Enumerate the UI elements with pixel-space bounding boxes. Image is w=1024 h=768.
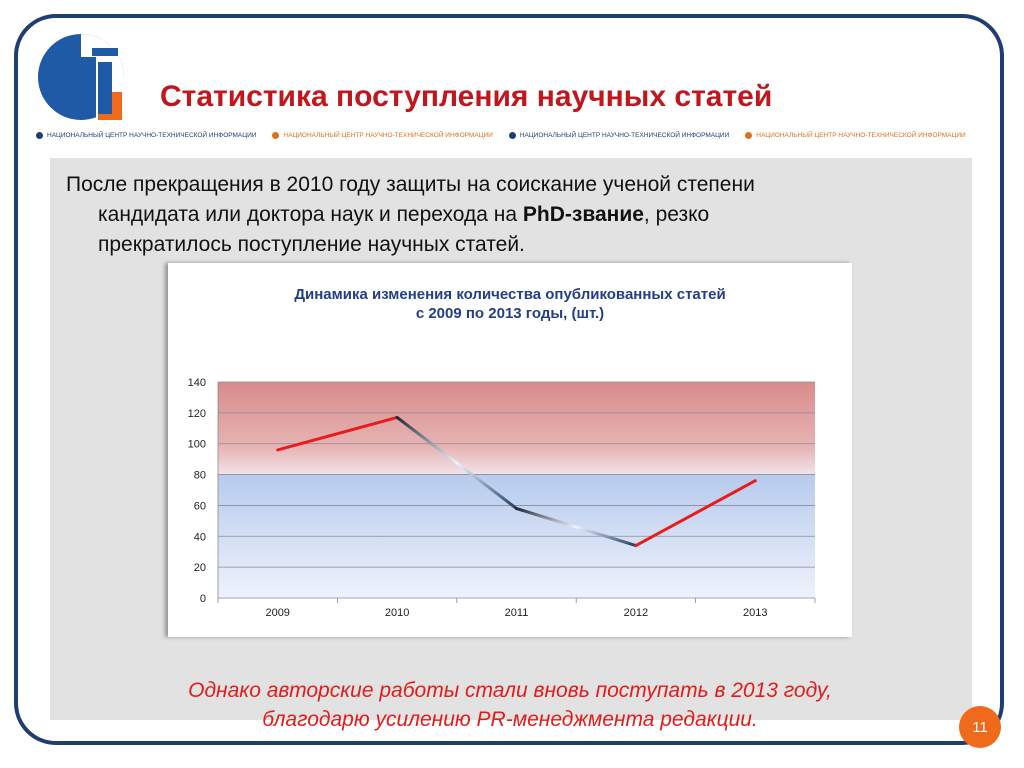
data-point <box>515 507 518 510</box>
phd-emphasis: PhD-звание <box>522 203 644 226</box>
org-strip-text: НАЦИОНАЛЬНЫЙ ЦЕНТР НАУЧНО-ТЕХНИЧЕСКОЙ ИН… <box>283 131 493 139</box>
line-segment <box>515 507 638 548</box>
org-strip-text: НАЦИОНАЛЬНЫЙ ЦЕНТР НАУЧНО-ТЕХНИЧЕСКОЙ ИН… <box>47 131 257 139</box>
y-tick-label: 60 <box>194 500 206 512</box>
org-dot-icon <box>272 131 280 139</box>
y-tick-label: 40 <box>194 531 206 543</box>
intro-line-1: После прекращения в 2010 году защиты на … <box>66 173 755 196</box>
chart-title-line-1: Динамика изменения количества опубликова… <box>294 286 726 303</box>
intro-text: , резко <box>643 203 710 226</box>
x-tick-label: 2012 <box>624 607 648 619</box>
y-tick-label: 100 <box>188 439 206 451</box>
org-strip-item: НАЦИОНАЛЬНЫЙ ЦЕНТР НАУЧНО-ТЕХНИЧЕСКОЙ ИН… <box>36 128 256 142</box>
intro-line-3: прекратилось поступление научных статей. <box>98 233 525 256</box>
data-point <box>396 416 399 419</box>
x-tick-label: 2013 <box>743 607 767 619</box>
x-tick-label: 2009 <box>265 607 289 619</box>
data-point <box>276 448 279 451</box>
plot-band-upper <box>218 382 815 475</box>
line-segment <box>395 415 518 511</box>
y-tick-label: 140 <box>188 377 206 389</box>
y-tick-label: 20 <box>194 562 206 574</box>
line-chart: 0 20 40 60 80 100 120 140 2009 2010 2011 2012 2013 <box>188 377 816 619</box>
line-segment <box>276 415 399 452</box>
page-title: Статистика поступления научных статей <box>160 80 773 113</box>
chart-title: Динамика изменения количества опубликова… <box>168 285 852 323</box>
conclusion-line-1: Однако авторские работы стали вновь пост… <box>188 679 832 702</box>
data-point <box>634 544 637 547</box>
org-strip-item: НАЦИОНАЛЬНЫЙ ЦЕНТР НАУЧНО-ТЕХНИЧЕСКОЙ ИН… <box>745 128 966 142</box>
line-segment <box>634 479 757 548</box>
intro-text: кандидата или доктора наук и перехода на <box>98 203 518 226</box>
chart-title-line-2: с 2009 по 2013 годы, (шт.) <box>415 305 605 322</box>
x-tick-label: 2011 <box>505 607 529 619</box>
org-strip-text: НАЦИОНАЛЬНЫЙ ЦЕНТР НАУЧНО-ТЕХНИЧЕСКОЙ ИН… <box>756 131 966 139</box>
intro-paragraph: После прекращения в 2010 году защиты на … <box>66 170 962 260</box>
logo-icon <box>38 34 124 120</box>
x-tick-label: 2010 <box>385 607 409 619</box>
org-strip-text: НАЦИОНАЛЬНЫЙ ЦЕНТР НАУЧНО-ТЕХНИЧЕСКОЙ ИН… <box>519 131 730 139</box>
conclusion-line-2: благодарю усилению PR-менеджмента редакц… <box>262 708 758 731</box>
y-tick-label: 120 <box>188 408 206 420</box>
org-dot-icon <box>36 131 43 139</box>
intro-line-2: кандидата или доктора наук и перехода на… <box>66 200 962 230</box>
org-dot-icon <box>745 131 753 139</box>
org-dot-icon <box>508 131 516 139</box>
conclusion-text: Однако авторские работы стали вновь пост… <box>60 676 960 734</box>
page-number-badge: 11 <box>959 706 1001 748</box>
org-strip-item: НАЦИОНАЛЬНЫЙ ЦЕНТР НАУЧНО-ТЕХНИЧЕСКОЙ ИН… <box>508 128 730 142</box>
org-strip-item: НАЦИОНАЛЬНЫЙ ЦЕНТР НАУЧНО-ТЕХНИЧЕСКОЙ ИН… <box>272 128 493 142</box>
y-tick-label: 80 <box>194 470 206 482</box>
y-tick-label: 0 <box>200 593 206 605</box>
data-point <box>754 479 757 482</box>
chart-container: 0 20 40 60 80 100 120 140 2009 2010 2011 2012 2013 … <box>168 263 852 637</box>
organization-strip: НАЦИОНАЛЬНЫЙ ЦЕНТР НАУЧНО-ТЕХНИЧЕСКОЙ ИН… <box>36 128 996 142</box>
